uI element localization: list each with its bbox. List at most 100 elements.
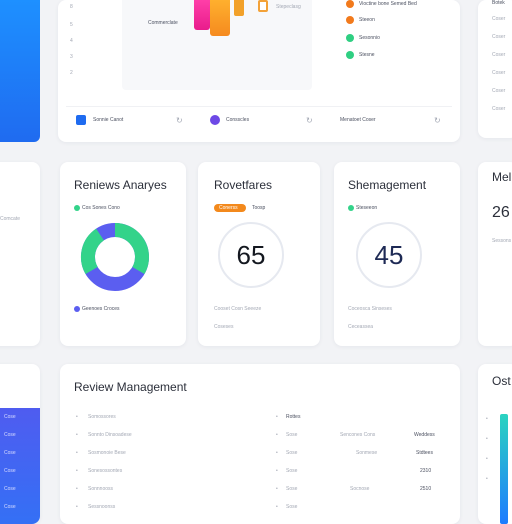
bar-segment-orange-small: [234, 0, 244, 16]
refresh-icon[interactable]: ↻: [434, 116, 441, 125]
axis-tick: 4: [70, 38, 73, 44]
card-title: Ost: [492, 374, 511, 388]
row-text: Cose: [4, 468, 16, 474]
row-mid: Sose: [286, 450, 298, 456]
vertical-gradient-bar: [500, 414, 508, 524]
footer-item[interactable]: Consscles: [226, 117, 250, 123]
row-col4: 2310: [420, 468, 432, 474]
table-row[interactable]: • Sonnnooss • Sose Socnose 2510: [60, 484, 460, 500]
row-text: Cose: [4, 432, 16, 438]
chart-axis: 8 5 4 3 2: [68, 0, 76, 80]
row-name: Sessnoonss: [88, 504, 116, 510]
chart-legend-label: Stepeclasg: [276, 4, 301, 10]
legend-label: Steseeon: [356, 205, 378, 211]
footer-item[interactable]: Menatoet Coser: [340, 117, 376, 123]
row-mid-bullet: •: [276, 450, 278, 456]
bar-segment-orange-tiny: [258, 0, 268, 12]
circle-icon[interactable]: [210, 115, 220, 125]
axis-dot: •: [486, 456, 488, 462]
row-col3: Sencones Cons: [340, 432, 376, 438]
legend-dot-green: [348, 205, 354, 211]
row-bullet: •: [76, 468, 78, 474]
row-mid: Rottes: [286, 414, 301, 420]
axis-tick: 2: [70, 70, 73, 76]
list-dot-orange: [346, 0, 354, 8]
row-name: Sonnto Dinsoadese: [88, 432, 132, 438]
row-mid: Sose: [286, 468, 298, 474]
refresh-icon[interactable]: ↻: [306, 116, 313, 125]
row-name: Sonesossontes: [88, 468, 123, 474]
row-mid-bullet: •: [276, 504, 278, 510]
bar-segment-orange: [210, 0, 230, 36]
row-text: Coser: [492, 52, 506, 58]
card-title: Rovetfares: [214, 178, 273, 192]
legend-label: Cos Sones Cono: [82, 205, 120, 211]
row-mid: Sose: [286, 432, 298, 438]
status-pill-label: Conerss: [219, 205, 238, 211]
card-title: Review Management: [74, 380, 187, 394]
row-text: Coser: [492, 88, 506, 94]
card-divider: [66, 106, 452, 107]
table-row[interactable]: • Sonesossontes • Sose 2310: [60, 466, 460, 482]
axis-dot: •: [486, 476, 488, 482]
score-ring: 45: [356, 222, 422, 288]
legend-dot-indigo: [74, 306, 80, 312]
row-col3: Socnose: [350, 486, 370, 492]
row-col4: Stdtees: [416, 450, 433, 456]
list-item: Steeon: [359, 17, 375, 23]
blue-gradient-panel: [0, 408, 40, 524]
axis-tick: 5: [70, 22, 73, 28]
list-item: Stesne: [359, 52, 375, 58]
row-text: Coser: [492, 34, 506, 40]
status-pill: Conerss: [214, 204, 246, 212]
card-footer: Cooset Cosn Seeeze: [214, 306, 262, 312]
card-label: Comcate: [0, 216, 21, 222]
row-text: Coser: [492, 70, 506, 76]
management-card: Shemagement Steseeon 45 Coceosca Sinsese…: [334, 162, 460, 346]
square-icon[interactable]: [76, 115, 86, 125]
table-row[interactable]: • Sonnto Dinsoadese • Sose Sencones Cons…: [60, 430, 460, 446]
score-value: 45: [374, 239, 404, 270]
row-mid: Sose: [286, 504, 298, 510]
bar-segment-magenta: [194, 0, 210, 30]
row-col3: Sonmese: [356, 450, 378, 456]
table-row[interactable]: • Sosmonoie Bese • Sose Sonmese Stdtees: [60, 448, 460, 464]
list-dot-green: [346, 34, 354, 42]
row-mid-bullet: •: [276, 468, 278, 474]
row-bullet: •: [76, 486, 78, 492]
legend-dot-green: [74, 205, 80, 211]
card-title: Mel: [492, 170, 512, 184]
list-dot-green: [346, 51, 354, 59]
right-partial-card: Mel 26 Sessons: [478, 162, 512, 346]
list-item: Sesonnio: [359, 35, 380, 41]
row-name: Somossores: [88, 414, 116, 420]
row-mid: Sose: [286, 486, 298, 492]
row-text: Cose: [4, 414, 16, 420]
card-title: Shemagement: [348, 178, 427, 192]
donut-segment-green: [114, 223, 149, 274]
donut-segment-green-2: [81, 228, 105, 275]
card-value: 26: [492, 204, 510, 221]
axis-dot: •: [486, 416, 488, 422]
row-text: Cose: [4, 504, 16, 510]
footer-item[interactable]: Sonnie Canot: [93, 117, 124, 123]
table-row[interactable]: • Sessnoonss • Sose: [60, 502, 460, 518]
score-value: 65: [236, 239, 266, 270]
refresh-icon[interactable]: ↻: [176, 116, 183, 125]
row-text: Cose: [4, 486, 16, 492]
row-col4: Weddess: [414, 432, 435, 438]
legend-label: Toosp: [252, 205, 266, 211]
bottom-left-card: Cose Cose Cose Cose Cose Cose: [0, 364, 40, 524]
row-col4: 2510: [420, 486, 432, 492]
left-partial-card: Comcate: [0, 162, 40, 346]
card-footer: Geenoes Croces: [82, 306, 120, 312]
row-name: Sosmonoie Bese: [88, 450, 126, 456]
row-mid-bullet: •: [276, 432, 278, 438]
row-mid-bullet: •: [276, 486, 278, 492]
bottom-right-partial-card: Ost • • • •: [478, 364, 512, 524]
row-bullet: •: [76, 432, 78, 438]
table-row[interactable]: • Somossores • Rottes: [60, 412, 460, 428]
card-label: Sessons: [492, 238, 512, 244]
top-left-blue-panel: [0, 0, 40, 142]
row-bullet: •: [76, 450, 78, 456]
